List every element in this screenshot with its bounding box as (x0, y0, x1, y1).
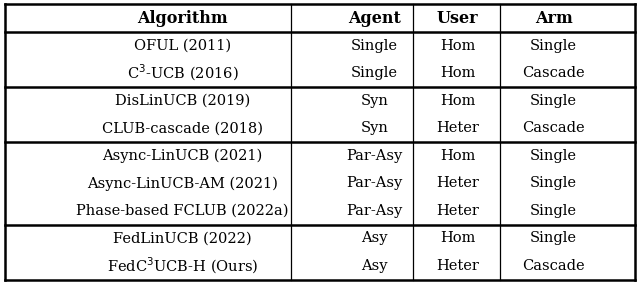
Text: Hom: Hom (440, 94, 476, 108)
Text: Hom: Hom (440, 66, 476, 80)
Text: Syn: Syn (360, 121, 388, 135)
Text: Heter: Heter (436, 121, 479, 135)
Text: CLUB-cascade (2018): CLUB-cascade (2018) (102, 121, 263, 135)
Text: Hom: Hom (440, 149, 476, 163)
Text: Single: Single (351, 39, 398, 53)
Text: User: User (436, 10, 479, 26)
Text: Hom: Hom (440, 231, 476, 245)
Text: Single: Single (530, 94, 577, 108)
Text: Async-LinUCB-AM (2021): Async-LinUCB-AM (2021) (87, 176, 278, 191)
Text: Agent: Agent (348, 10, 401, 26)
Text: Single: Single (530, 176, 577, 190)
Text: Cascade: Cascade (522, 121, 585, 135)
Text: Heter: Heter (436, 204, 479, 218)
Text: OFUL (2011): OFUL (2011) (134, 39, 231, 53)
Text: Arm: Arm (535, 10, 572, 26)
Text: Par-Asy: Par-Asy (346, 176, 403, 190)
Text: C$^3$-UCB (2016): C$^3$-UCB (2016) (127, 63, 238, 83)
Text: Hom: Hom (440, 39, 476, 53)
Text: FedLinUCB (2022): FedLinUCB (2022) (113, 231, 252, 245)
Text: Cascade: Cascade (522, 66, 585, 80)
Text: Asy: Asy (361, 259, 388, 273)
Text: DisLinUCB (2019): DisLinUCB (2019) (115, 94, 250, 108)
Text: Par-Asy: Par-Asy (346, 204, 403, 218)
Text: Single: Single (530, 231, 577, 245)
Text: FedC$^3$UCB-H (Ours): FedC$^3$UCB-H (Ours) (107, 256, 258, 276)
Text: Phase-based FCLUB (2022a): Phase-based FCLUB (2022a) (76, 204, 289, 218)
Text: Async-LinUCB (2021): Async-LinUCB (2021) (102, 149, 262, 163)
Text: Heter: Heter (436, 176, 479, 190)
Text: Heter: Heter (436, 259, 479, 273)
Text: Single: Single (530, 149, 577, 163)
Text: Algorithm: Algorithm (137, 10, 228, 26)
Text: Syn: Syn (360, 94, 388, 108)
Text: Single: Single (351, 66, 398, 80)
Text: Par-Asy: Par-Asy (346, 149, 403, 163)
Text: Single: Single (530, 39, 577, 53)
Text: Single: Single (530, 204, 577, 218)
Text: Asy: Asy (361, 231, 388, 245)
Text: Cascade: Cascade (522, 259, 585, 273)
